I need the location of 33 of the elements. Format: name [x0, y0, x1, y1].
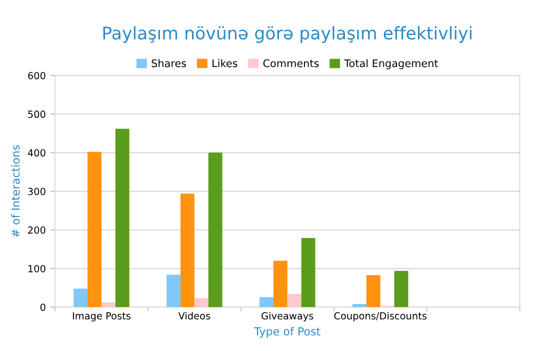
bar: [180, 194, 194, 308]
bar: [352, 304, 366, 308]
bar: [115, 128, 130, 308]
legend-label: Total Engagement: [344, 59, 438, 70]
bar: [166, 274, 180, 308]
bar: [208, 152, 222, 308]
bar: [273, 260, 288, 308]
x-tick-label: Videos: [178, 312, 210, 320]
legend-label: Comments: [263, 59, 319, 68]
y-tick-label: 500: [28, 110, 46, 118]
bar: [259, 297, 274, 308]
bar: [394, 270, 408, 308]
bar: [366, 275, 380, 308]
bar: [287, 294, 302, 308]
legend-label: Shares: [152, 59, 186, 68]
x-tick-label: Giveaways: [262, 312, 314, 322]
y-tick-label: 300: [28, 188, 46, 196]
y-tick-label: 200: [28, 226, 46, 234]
chart-title: Paylaşım növünə görə paylaşım effektivliyi: [103, 26, 472, 43]
bar: [74, 288, 88, 308]
bar: [301, 238, 316, 308]
y-tick-label: 0: [40, 304, 46, 311]
x-tick-label: Image Posts: [72, 312, 130, 322]
y-tick-label: 100: [28, 264, 46, 272]
x-tick-label: Coupons/Discounts: [334, 312, 426, 322]
x-axis-title: Type of Post: [254, 326, 320, 338]
bar: [88, 152, 102, 308]
y-tick-label: 600: [28, 72, 46, 80]
y-axis-title: # of Interactions: [11, 145, 20, 238]
legend-label: Likes: [212, 59, 238, 68]
bar: [194, 298, 208, 308]
y-tick-label: 400: [28, 149, 46, 157]
bar: [101, 302, 116, 308]
